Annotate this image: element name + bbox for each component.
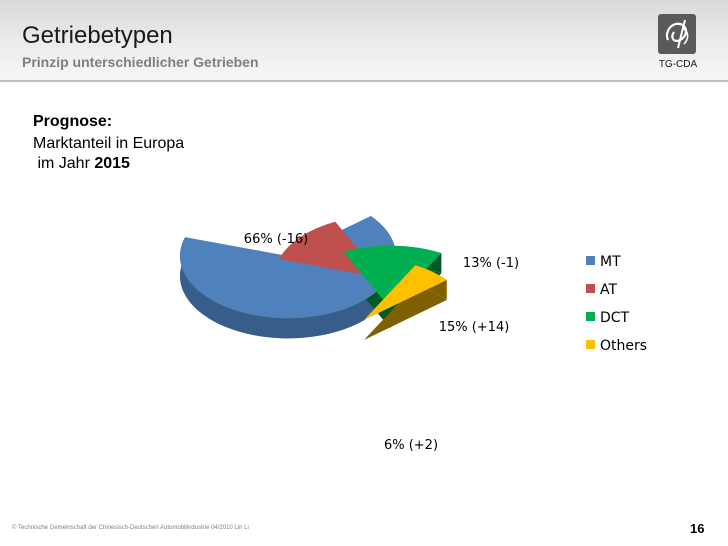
- legend-item-at: AT: [586, 282, 617, 298]
- prognose-year-line: im Jahr 2015: [33, 155, 130, 173]
- logo-mark-icon: [665, 19, 689, 49]
- header-bar: [0, 0, 728, 80]
- legend-item-dct: DCT: [586, 310, 630, 326]
- prognose-year: 2015: [94, 155, 130, 172]
- legend-swatch-others: [586, 340, 595, 349]
- legend-item-others: Others: [586, 338, 647, 354]
- header-divider: [0, 80, 728, 82]
- logo-label: TG-CDA: [658, 59, 698, 70]
- footer-copyright: © Technische Gemeinschaft der Chinesisch…: [12, 525, 249, 531]
- legend-swatch-mt: [586, 256, 595, 265]
- page-number: 16: [690, 521, 705, 536]
- legend-swatch-dct: [586, 312, 595, 321]
- prognose-description: Marktanteil in Europa: [33, 135, 185, 152]
- pie-slice-dct: [343, 245, 442, 308]
- data-label-dct: 15% (+14): [439, 320, 510, 335]
- prognose-heading: Prognose:: [33, 113, 113, 130]
- legend-label-at: AT: [600, 282, 617, 298]
- prognose-year-prefix: im Jahr: [33, 155, 95, 172]
- pie-slice-side-others: [364, 285, 447, 340]
- pie-slice-others: [364, 265, 447, 320]
- legend-item-mt: MT: [586, 254, 621, 270]
- slide-subtitle: Prinzip unterschiedlicher Getrieben: [22, 54, 259, 70]
- legend-swatch-at: [586, 284, 595, 293]
- data-label-others: 6% (+2): [384, 438, 438, 453]
- data-label-mt: 66% (-16): [244, 232, 308, 247]
- legend-label-others: Others: [600, 338, 647, 354]
- tg-cda-logo: [658, 14, 696, 54]
- legend-label-dct: DCT: [600, 310, 630, 326]
- data-label-at: 13% (-1): [463, 256, 519, 271]
- slide-title: Getriebetypen: [22, 22, 173, 49]
- legend-label-mt: MT: [600, 254, 621, 270]
